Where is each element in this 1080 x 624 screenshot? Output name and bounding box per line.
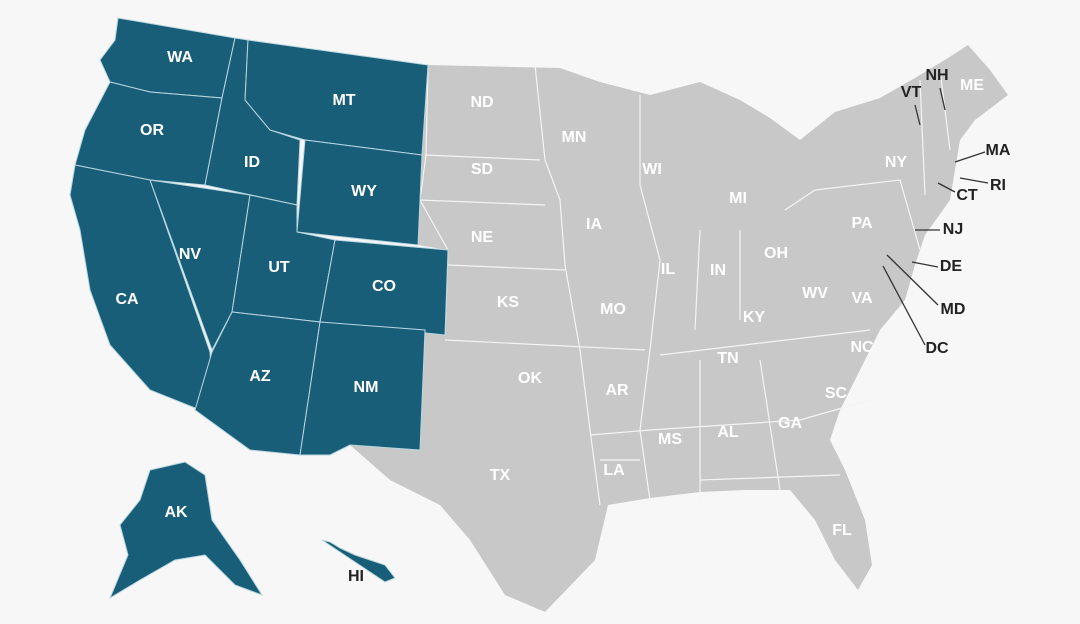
state-ca[interactable]: [69, 164, 213, 411]
label-mi: MI: [729, 190, 747, 207]
label-mt: MT: [332, 92, 355, 109]
label-tx: TX: [490, 467, 511, 484]
label-hi: HI: [348, 568, 364, 585]
label-pa: PA: [851, 215, 872, 232]
label-id: ID: [244, 154, 260, 171]
label-ct: CT: [956, 187, 978, 204]
label-ne: NE: [471, 229, 494, 246]
label-co: CO: [372, 278, 396, 295]
label-ri: RI: [990, 177, 1006, 194]
label-nv: NV: [179, 246, 202, 263]
state-borders: [419, 64, 951, 506]
leader-line-dc: [882, 265, 926, 346]
label-al: AL: [717, 424, 739, 441]
leader-line-de: [911, 261, 939, 268]
label-la: LA: [603, 462, 625, 479]
leader-line-ri: [959, 177, 989, 184]
state-wy[interactable]: [296, 139, 423, 246]
leader-line-vt: [914, 104, 921, 126]
label-fl: FL: [832, 522, 852, 539]
leader-line-md: [886, 254, 939, 306]
leader-line-ct: [937, 182, 956, 193]
label-sc: SC: [825, 385, 848, 402]
label-vt: VT: [901, 84, 922, 101]
label-mo: MO: [600, 301, 626, 318]
label-nh: NH: [925, 67, 948, 84]
label-ma: MA: [986, 142, 1011, 159]
leader-line-ma: [954, 151, 986, 163]
label-va: VA: [851, 290, 872, 307]
leader-line-nh: [939, 87, 946, 111]
label-ut: UT: [268, 259, 290, 276]
label-mn: MN: [562, 129, 587, 146]
state-ak[interactable]: [108, 461, 264, 600]
label-ky: KY: [743, 309, 766, 326]
label-ms: MS: [658, 431, 682, 448]
label-oh: OH: [764, 245, 788, 262]
state-nm[interactable]: [299, 321, 426, 456]
state-labels: WA OR CA NV ID MT WY UT CO AZ NM AK ND SD NE KS OK TX MN IA…: [115, 49, 1010, 585]
label-ca: CA: [115, 291, 139, 308]
label-ny: NY: [885, 154, 908, 171]
label-me: ME: [960, 77, 984, 94]
state-region-central-east[interactable]: [350, 45, 1008, 612]
label-tn: TN: [717, 350, 738, 367]
label-ks: KS: [497, 294, 520, 311]
other-states: [350, 45, 1008, 612]
label-nm: NM: [354, 379, 379, 396]
label-nd: ND: [470, 94, 493, 111]
label-az: AZ: [249, 368, 271, 385]
label-ga: GA: [778, 415, 802, 432]
state-hi[interactable]: [321, 539, 396, 583]
label-nj: NJ: [943, 221, 963, 238]
label-nc: NC: [850, 339, 874, 356]
label-ok: OK: [518, 370, 542, 387]
label-ia: IA: [586, 216, 602, 233]
label-or: OR: [140, 122, 164, 139]
label-md: MD: [941, 301, 966, 318]
label-dc: DC: [925, 340, 949, 357]
label-de: DE: [940, 258, 963, 275]
highlighted-states: [69, 17, 449, 600]
state-or[interactable]: [74, 81, 223, 186]
label-ar: AR: [605, 382, 629, 399]
label-ak: AK: [164, 504, 188, 521]
label-wa: WA: [167, 49, 193, 66]
label-sd: SD: [471, 161, 493, 178]
label-wy: WY: [351, 183, 377, 200]
label-in: IN: [710, 262, 726, 279]
state-co[interactable]: [319, 239, 449, 336]
label-wv: WV: [802, 285, 828, 302]
label-wi: WI: [642, 161, 662, 178]
label-il: IL: [661, 261, 675, 278]
